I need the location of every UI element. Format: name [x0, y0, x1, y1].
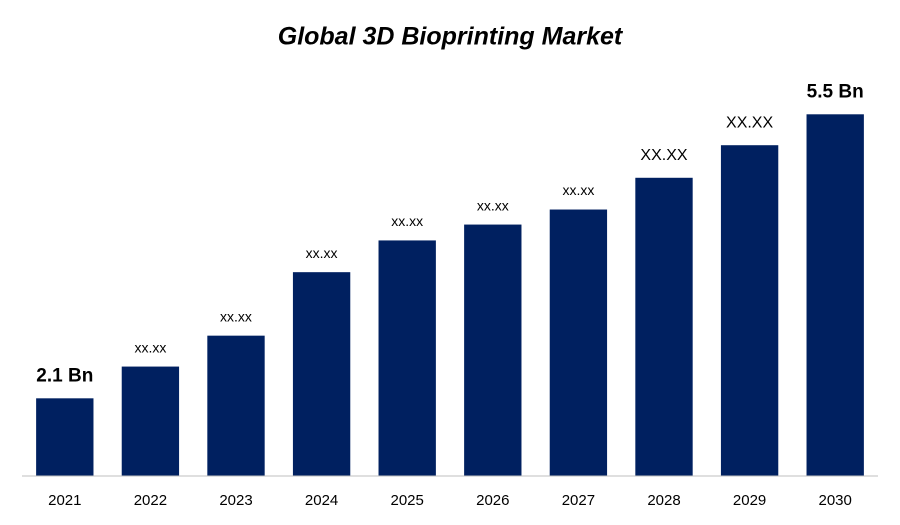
bar [378, 240, 436, 476]
value-label: xx.xx [134, 339, 166, 355]
x-tick-label: 2028 [647, 492, 680, 509]
value-label: xx.xx [391, 213, 423, 229]
x-tick-label: 2029 [733, 492, 766, 509]
x-tick-label: 2027 [562, 492, 595, 509]
bar [36, 398, 94, 476]
x-tick-label: 2024 [305, 492, 338, 509]
value-label: XX.XX [726, 114, 773, 131]
bar [121, 366, 180, 476]
chart-title: Global 3D Bioprinting Market [278, 23, 624, 51]
bar [549, 209, 608, 476]
value-label: xx.xx [477, 197, 509, 213]
value-label: xx.xx [306, 245, 338, 261]
bar [292, 272, 351, 476]
bar [207, 335, 265, 476]
value-label: xx.xx [220, 308, 252, 324]
bar [464, 224, 522, 476]
bar [806, 114, 864, 477]
bar [720, 145, 779, 476]
x-tick-label: 2023 [219, 492, 252, 509]
x-tick-label: 2030 [819, 492, 852, 509]
bar [635, 177, 693, 476]
x-tick-label: 2022 [134, 492, 167, 509]
x-tick-label: 2025 [391, 492, 424, 509]
x-tick-label: 2026 [476, 492, 509, 509]
value-label: 5.5 Bn [807, 81, 864, 102]
x-tick-label: 2021 [48, 492, 81, 509]
value-label: 2.1 Bn [36, 365, 93, 386]
value-label: xx.xx [562, 182, 594, 198]
value-label: XX.XX [640, 147, 687, 164]
